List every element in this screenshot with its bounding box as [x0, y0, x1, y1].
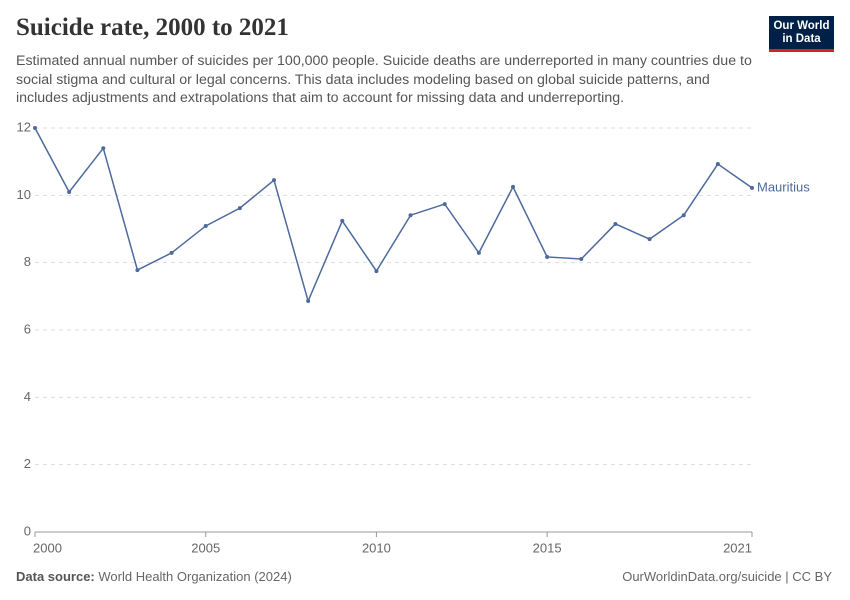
data-point: [272, 178, 276, 183]
series-label: Mauritius: [757, 179, 810, 194]
chart-subtitle: Estimated annual number of suicides per …: [16, 53, 752, 106]
y-tick-label: 8: [24, 254, 31, 269]
data-point: [715, 162, 720, 167]
source-note: Data source: World Health Organization (…: [16, 569, 292, 584]
data-point: [237, 206, 242, 211]
x-tick-label: 2005: [191, 540, 220, 555]
data-point: [613, 221, 618, 226]
logo-line: Our World: [773, 20, 830, 32]
x-tick-label: 2010: [362, 540, 391, 555]
logo-line: in Data: [782, 33, 821, 45]
series-line: [34, 127, 753, 304]
data-point: [511, 184, 515, 189]
data-point: [545, 254, 550, 259]
source-label: Data source:: [16, 569, 95, 584]
x-tick-label: 2000: [33, 540, 62, 555]
footer-link[interactable]: OurWorldinData.org/suicide | CC BY: [622, 569, 832, 584]
y-tick-label: 4: [24, 389, 31, 404]
data-point: [67, 189, 72, 194]
data-point: [579, 256, 584, 261]
y-tick-label: 10: [17, 187, 31, 202]
data-point: [647, 237, 652, 242]
source: World Health Organization (2024): [98, 569, 292, 584]
data-point: [203, 223, 208, 228]
data-point: [101, 146, 106, 151]
y-tick-label: 2: [24, 456, 31, 471]
y-tick-label: 12: [17, 119, 31, 134]
data-point: [169, 250, 174, 255]
data-point: [33, 126, 37, 130]
data-point: [374, 269, 379, 274]
data-point: [442, 202, 447, 207]
y-tick-label: 6: [24, 321, 31, 336]
y-tick-label: 0: [24, 523, 31, 538]
data-point: [340, 218, 345, 223]
x-tick-label: 2021: [723, 540, 752, 555]
data-point: [750, 185, 754, 190]
logo[interactable]: Our World in Data: [769, 16, 834, 52]
chart-title: Suicide rate, 2000 to 2021: [16, 14, 289, 41]
data-point: [681, 213, 686, 218]
data-point: [408, 213, 413, 218]
data-point: [476, 250, 481, 255]
data-point: [306, 299, 311, 304]
data-point: [135, 268, 140, 273]
x-tick-label: 2015: [533, 540, 562, 555]
